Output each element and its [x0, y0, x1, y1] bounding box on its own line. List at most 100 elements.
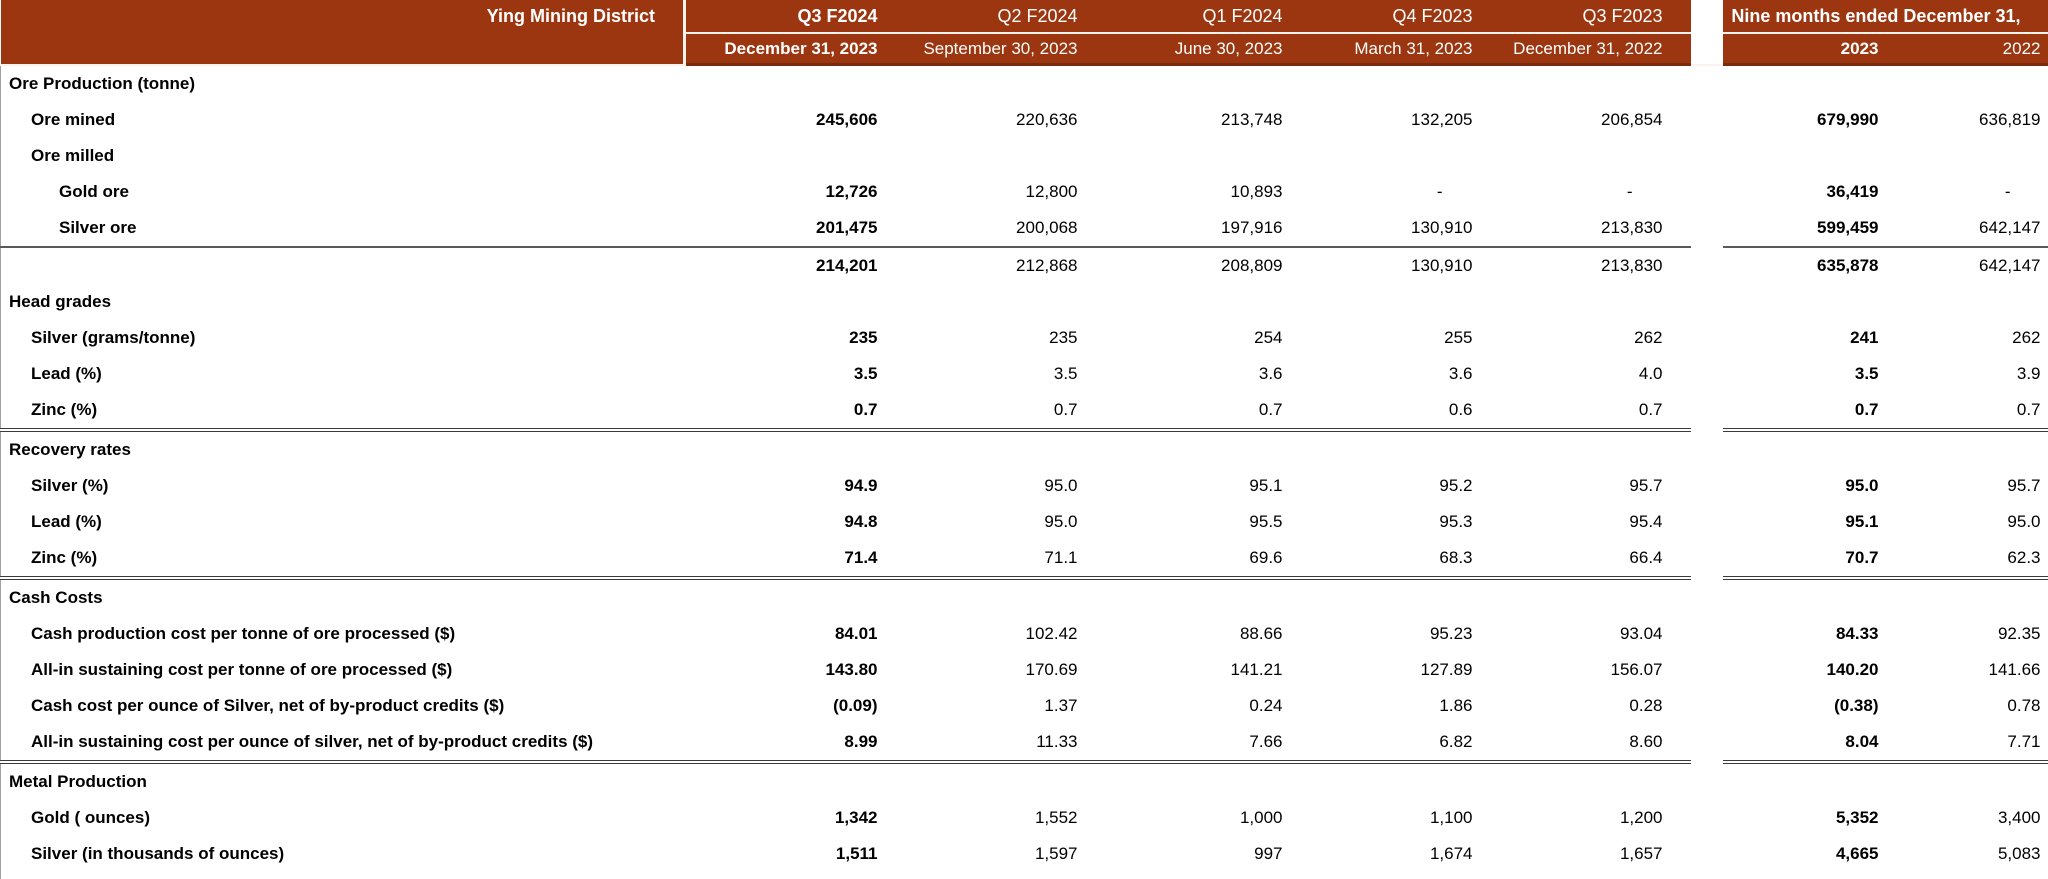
cell-value: 95.1 — [1845, 512, 1879, 531]
cell-value — [685, 284, 906, 320]
cell-value: 1,511 — [835, 844, 878, 863]
cell-value: 997 — [1254, 844, 1283, 863]
cell-value: 66.4 — [1500, 540, 1691, 580]
cell-value: 3.9 — [2016, 364, 2041, 383]
cell-value: 10,893 — [1230, 182, 1283, 201]
cell-value: 49,316 — [1891, 872, 2048, 879]
cell-value: 71.1 — [905, 540, 1106, 580]
row-label: Gold ore — [0, 174, 685, 210]
cell-value: - — [1436, 182, 1443, 201]
section-gap — [1690, 392, 1723, 430]
cell-value: 143.80 — [825, 660, 878, 679]
cell-value — [1723, 578, 1891, 616]
year-header-2023: 2023 — [1722, 33, 1891, 66]
cell-value: (0.38) — [1834, 696, 1879, 715]
cell-value: 130,910 — [1411, 256, 1473, 275]
cell-value — [1106, 65, 1311, 103]
cell-value: 7.66 — [1105, 724, 1311, 764]
year-header-2022: 2022 — [1890, 33, 2048, 66]
cell-value: 1,674 — [1429, 844, 1473, 863]
table-row: Zinc (%) 71.4 71.1 69.6 68.3 66.4 70.7 62.3 — [0, 540, 2048, 580]
cell-value: 3.5 — [1854, 364, 1879, 383]
cell-value — [1891, 284, 2048, 320]
table-row: Cash cost per ounce of Silver, net of by… — [0, 688, 2048, 724]
cell-value: 3.6 — [1258, 364, 1283, 383]
cell-value: 206,854 — [1601, 110, 1663, 129]
cell-value: 102.42 — [1025, 624, 1078, 643]
cell-value: 156.07 — [1610, 660, 1663, 679]
date-header-sep-30-2023: September 30, 2023 — [905, 33, 1106, 66]
row-label: Ore Production (tonne) — [0, 64, 685, 102]
cell-value: 12,726 — [825, 182, 878, 201]
cell-value: 3,400 — [1997, 808, 2041, 827]
cell-value — [906, 762, 1106, 800]
cell-value: 1,597 — [1034, 844, 1078, 863]
cell-value: 3.6 — [1448, 364, 1473, 383]
section-gap — [1690, 138, 1723, 174]
cell-value: 201,475 — [684, 210, 906, 248]
cell-value: 213,830 — [1601, 256, 1663, 275]
section-gap — [1690, 64, 1723, 102]
table-row: Silver (%) 94.9 95.0 95.1 95.2 95.7 95.0 95.7 — [0, 468, 2048, 504]
table-row: Silver ore 201,475 200,068 197,916 130,910 21… — [0, 210, 2048, 248]
section-gap — [1690, 872, 1723, 879]
date-header-dec-31-2023: December 31, 2023 — [684, 33, 906, 66]
cell-value: 95.23 — [1429, 624, 1473, 643]
column-header-q1-f2024: Q1 F2024 — [1105, 0, 1311, 34]
cell-value — [1723, 65, 1891, 103]
table-row: Zinc (%) 0.7 0.7 0.7 0.6 0.7 0.7 0.7 — [0, 392, 2048, 432]
cell-value — [1311, 578, 1501, 616]
column-header-q2-f2024: Q2 F2024 — [905, 0, 1106, 34]
header-quarter-row: Ying Mining District Q3 F2024 Q2 F2024 Q… — [0, 0, 2048, 66]
cell-value — [1311, 762, 1501, 800]
cell-value: 0.7 — [1722, 392, 1891, 432]
cell-value: 68.3 — [1310, 540, 1501, 580]
table-row: All-in sustaining cost per ounce of silv… — [0, 724, 2048, 764]
cell-value — [1311, 65, 1501, 103]
cell-value: 94.8 — [844, 512, 878, 531]
cell-value: 3.5 — [1053, 364, 1078, 383]
table-row: Lead (%) 94.8 95.0 95.5 95.3 95.4 95.1 95.0 — [0, 504, 2048, 540]
cell-value: 642,147 — [1979, 256, 2041, 275]
cell-value: 8.04 — [1722, 724, 1891, 764]
cell-value: 636,819 — [1979, 110, 2041, 129]
cell-value: 95.2 — [1439, 476, 1473, 495]
row-label: Silver (%) — [0, 468, 685, 504]
row-label — [0, 247, 685, 284]
cell-value: 0.28 — [1629, 696, 1663, 715]
section-gap — [1690, 724, 1723, 762]
cell-value: 6.82 — [1310, 724, 1501, 764]
cell-value — [1723, 138, 1891, 174]
cell-value: 62.3 — [1890, 540, 2048, 580]
row-label: Recovery rates — [0, 430, 685, 468]
cell-value: 1,552 — [1034, 808, 1078, 827]
cell-value: 1,657 — [1619, 844, 1663, 863]
date-header-jun-30-2023: June 30, 2023 — [1105, 33, 1311, 66]
cell-value: 235 — [1049, 328, 1078, 347]
cell-value: 197,916 — [1105, 210, 1311, 248]
cell-value: 8.60 — [1500, 724, 1691, 764]
cell-value: 95.0 — [1845, 476, 1879, 495]
table-row: Silver (grams/tonne) 235 235 254 255 262 241 26… — [0, 320, 2048, 356]
cell-value: 14,552 — [685, 872, 906, 879]
row-label: Silver ore — [0, 210, 685, 248]
cell-value: 0.6 — [1310, 392, 1501, 432]
cell-value: 1.86 — [1439, 696, 1473, 715]
section-gap — [1690, 102, 1723, 138]
cell-value — [685, 762, 906, 800]
cell-value — [685, 138, 906, 174]
cell-value: 0.7 — [1105, 392, 1311, 432]
section-gap — [1690, 540, 1723, 578]
cell-value — [906, 138, 1106, 174]
table-row: Lead (in thousands of pounds)14,55215,38… — [0, 872, 2048, 879]
cell-value — [685, 430, 906, 468]
cell-value — [1106, 762, 1311, 800]
cell-value — [1723, 430, 1891, 468]
cell-value: 0.7 — [905, 392, 1106, 432]
row-label: Ore milled — [0, 138, 685, 174]
cell-value — [1106, 284, 1311, 320]
cell-value: 141.66 — [1988, 660, 2041, 679]
row-label: Cash cost per ounce of Silver, net of by… — [0, 688, 685, 724]
cell-value: 94.9 — [844, 476, 878, 495]
